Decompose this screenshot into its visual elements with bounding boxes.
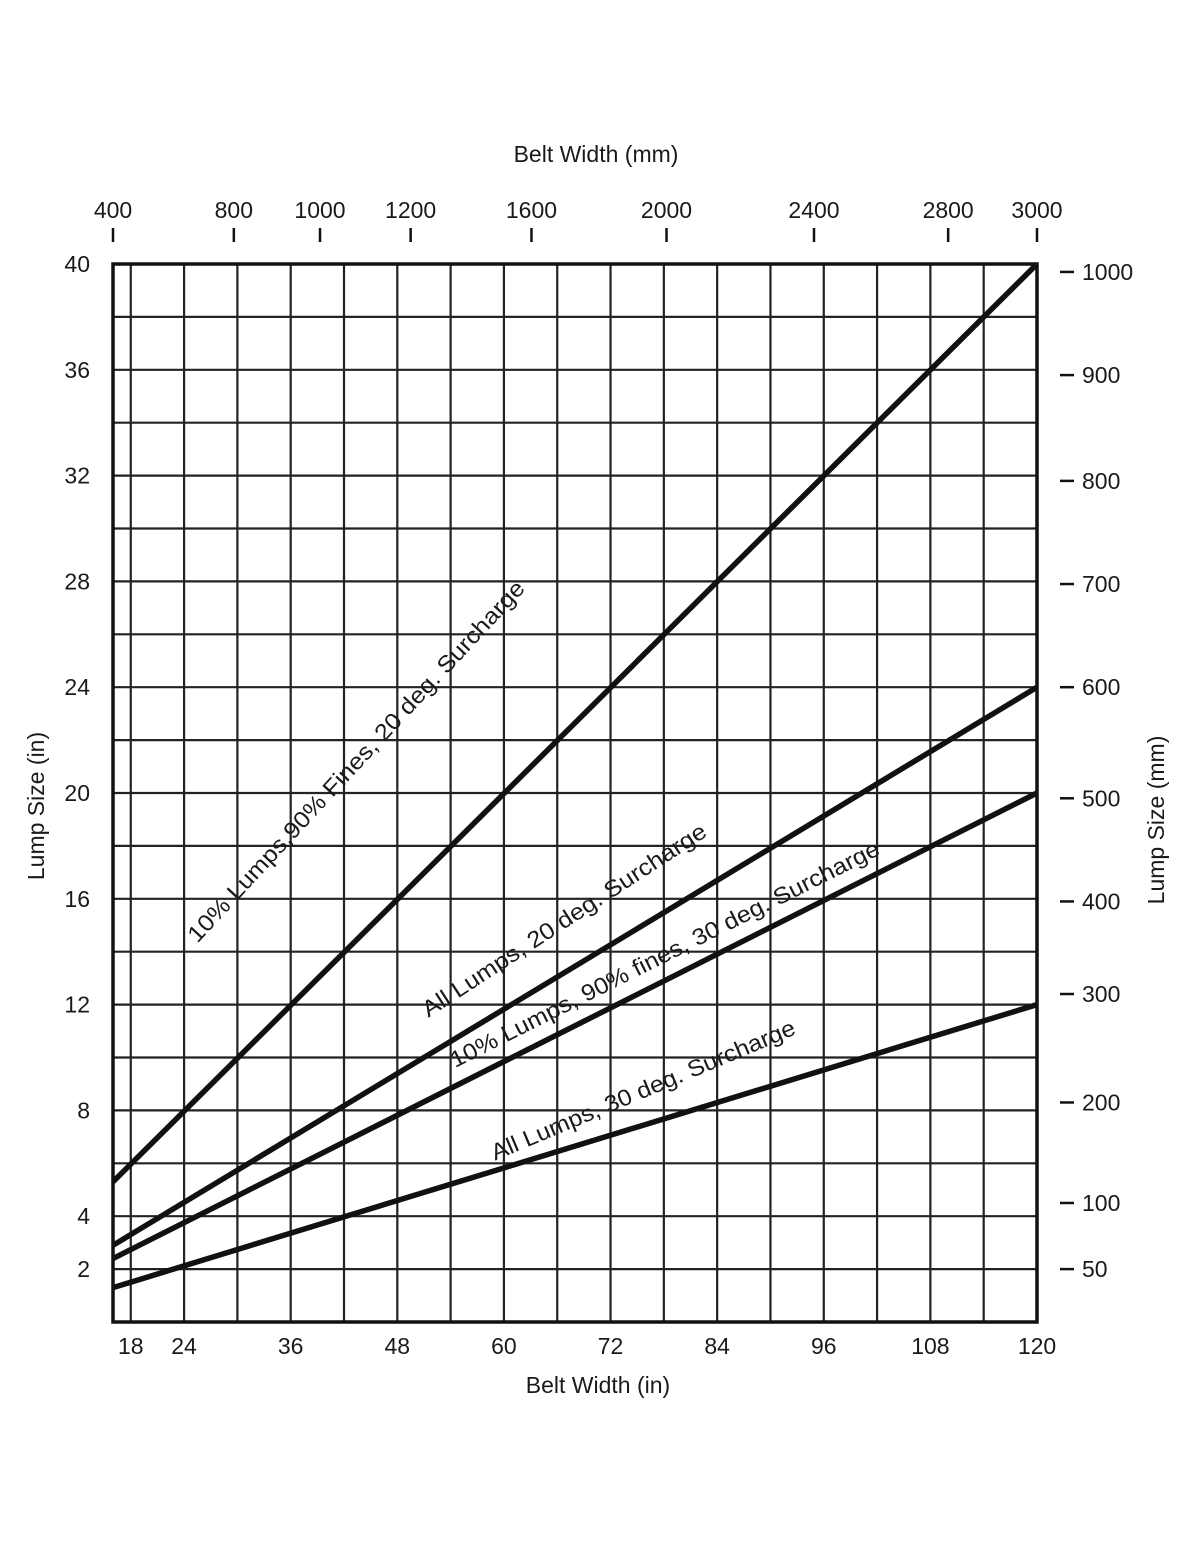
y-tick-label-right: 400 [1082, 888, 1120, 914]
x-tick-label-bottom: 24 [171, 1333, 197, 1359]
x-tick-label-top: 3000 [1011, 197, 1062, 223]
x-tick-label-top: 2400 [788, 197, 839, 223]
y-tick-label-left: 36 [64, 357, 90, 383]
x-tick-label-bottom: 36 [278, 1333, 304, 1359]
x-axis-bottom-title: Belt Width (in) [526, 1372, 670, 1398]
label-layer: Belt Width (mm) Belt Width (in) Lump Siz… [23, 141, 1169, 1398]
x-tick-label-top: 1000 [294, 197, 345, 223]
y-tick-label-right: 100 [1082, 1190, 1120, 1216]
y-tick-label-right: 500 [1082, 785, 1120, 811]
y-tick-label-right: 800 [1082, 468, 1120, 494]
y-tick-label-right: 200 [1082, 1089, 1120, 1115]
grid-layer [111, 262, 1039, 1324]
x-tick-label-top: 1600 [506, 197, 557, 223]
y-tick-label-right: 1000 [1082, 259, 1133, 285]
series-line-4 [112, 1001, 1038, 1291]
x-tick-label-bottom: 108 [911, 1333, 949, 1359]
y-tick-label-left: 32 [64, 463, 90, 489]
x-tick-label-top: 2800 [923, 197, 974, 223]
y-tick-label-right: 700 [1082, 571, 1120, 597]
x-tick-label-top: 800 [215, 197, 253, 223]
x-tick-label-bottom: 96 [811, 1333, 837, 1359]
y-tick-label-left: 16 [64, 886, 90, 912]
y-tick-label-left: 12 [64, 992, 90, 1018]
tick-layer: 18 24 36 48 60 72 84 96 108 120248121620242832364… [64, 197, 1133, 1359]
series-label-1: 10% Lumps,90% Fines, 20 deg. Surcharge [182, 575, 530, 947]
y-tick-label-left: 28 [64, 568, 90, 594]
series-line-2 [111, 684, 1039, 1248]
series-line-3 [111, 790, 1039, 1261]
x-tick-label-bottom: 84 [704, 1333, 730, 1359]
y-tick-label-right: 300 [1082, 981, 1120, 1007]
x-tick-label-top: 2000 [641, 197, 692, 223]
y-axis-right-title: Lump Size (mm) [1143, 736, 1169, 905]
y-tick-label-left: 20 [64, 780, 90, 806]
x-tick-label-bottom: 60 [491, 1333, 517, 1359]
x-tick-label-top: 1200 [385, 197, 436, 223]
y-axis-left-title: Lump Size (in) [23, 732, 49, 880]
x-tick-label-bottom: 18 [118, 1333, 144, 1359]
y-tick-label-right: 600 [1082, 674, 1120, 700]
series-layer: 10% Lumps,90% Fines, 20 deg. SurchargeAl… [111, 262, 1039, 1291]
y-tick-label-left: 8 [77, 1097, 90, 1123]
y-tick-label-left: 4 [77, 1203, 90, 1229]
y-tick-label-left: 24 [64, 674, 90, 700]
y-tick-label-right: 50 [1082, 1256, 1108, 1282]
y-tick-label-left: 40 [64, 251, 90, 277]
y-tick-label-right: 900 [1082, 362, 1120, 388]
x-tick-label-bottom: 72 [598, 1333, 624, 1359]
x-tick-label-top: 400 [94, 197, 132, 223]
y-tick-label-left: 2 [77, 1256, 90, 1282]
x-tick-label-bottom: 120 [1018, 1333, 1056, 1359]
x-tick-label-bottom: 48 [385, 1333, 411, 1359]
x-axis-top-title: Belt Width (mm) [514, 141, 679, 167]
series-line-1 [111, 262, 1039, 1184]
